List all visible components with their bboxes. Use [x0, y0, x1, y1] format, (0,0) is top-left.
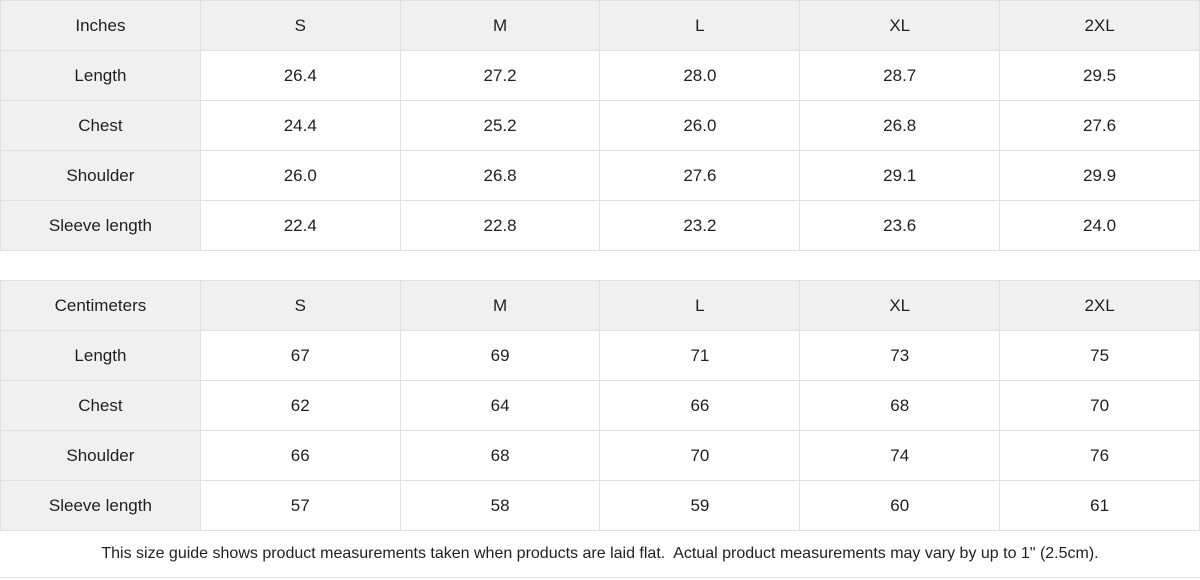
size-col-header: XL — [799, 0, 1001, 51]
size-cell: 24.0 — [999, 200, 1200, 251]
size-cell: 76 — [999, 430, 1200, 481]
row-label: Length — [0, 50, 201, 101]
table-row: Shoulder 66 68 70 74 76 — [0, 430, 1200, 481]
size-cell: 29.1 — [799, 150, 1001, 201]
size-table-inches: Inches S M L XL 2XL Length 26.4 27.2 28.… — [0, 0, 1200, 251]
table-row: Sleeve length 22.4 22.8 23.2 23.6 24.0 — [0, 200, 1200, 251]
size-col-header: 2XL — [999, 0, 1200, 51]
table-header-row: Centimeters S M L XL 2XL — [0, 280, 1200, 331]
size-cell: 59 — [599, 480, 801, 531]
table-gap — [0, 251, 1200, 280]
size-cell: 26.8 — [799, 100, 1001, 151]
size-col-header: M — [399, 0, 601, 51]
size-cell: 29.9 — [999, 150, 1200, 201]
size-col-header: S — [199, 0, 401, 51]
table-row: Shoulder 26.0 26.8 27.6 29.1 29.9 — [0, 150, 1200, 201]
row-label: Length — [0, 330, 201, 381]
size-cell: 62 — [199, 380, 401, 431]
size-cell: 29.5 — [999, 50, 1200, 101]
size-cell: 28.0 — [599, 50, 801, 101]
size-cell: 24.4 — [199, 100, 401, 151]
size-cell: 70 — [599, 430, 801, 481]
size-cell: 26.4 — [199, 50, 401, 101]
size-cell: 71 — [599, 330, 801, 381]
size-table-centimeters: Centimeters S M L XL 2XL Length 67 69 71… — [0, 280, 1200, 531]
size-cell: 74 — [799, 430, 1001, 481]
row-label: Chest — [0, 380, 201, 431]
size-cell: 66 — [199, 430, 401, 481]
table-header-row: Inches S M L XL 2XL — [0, 0, 1200, 51]
size-cell: 27.6 — [999, 100, 1200, 151]
size-cell: 64 — [399, 380, 601, 431]
size-cell: 66 — [599, 380, 801, 431]
table-row: Chest 24.4 25.2 26.0 26.8 27.6 — [0, 100, 1200, 151]
size-cell: 23.2 — [599, 200, 801, 251]
size-cell: 27.6 — [599, 150, 801, 201]
size-cell: 28.7 — [799, 50, 1001, 101]
size-cell: 22.4 — [199, 200, 401, 251]
size-cell: 27.2 — [399, 50, 601, 101]
size-cell: 26.0 — [599, 100, 801, 151]
table-row: Sleeve length 57 58 59 60 61 — [0, 480, 1200, 531]
row-label: Sleeve length — [0, 200, 201, 251]
row-label: Shoulder — [0, 150, 201, 201]
size-col-header: XL — [799, 280, 1001, 331]
size-cell: 68 — [799, 380, 1001, 431]
table-row: Length 67 69 71 73 75 — [0, 330, 1200, 381]
size-col-header: S — [199, 280, 401, 331]
size-cell: 61 — [999, 480, 1200, 531]
size-col-header: L — [599, 280, 801, 331]
size-cell: 22.8 — [399, 200, 601, 251]
size-col-header: L — [599, 0, 801, 51]
row-label: Shoulder — [0, 430, 201, 481]
size-cell: 25.2 — [399, 100, 601, 151]
unit-header: Inches — [0, 0, 201, 51]
size-cell: 26.0 — [199, 150, 401, 201]
table-row: Length 26.4 27.2 28.0 28.7 29.5 — [0, 50, 1200, 101]
table-row: Chest 62 64 66 68 70 — [0, 380, 1200, 431]
size-cell: 57 — [199, 480, 401, 531]
size-cell: 26.8 — [399, 150, 601, 201]
size-cell: 58 — [399, 480, 601, 531]
size-cell: 75 — [999, 330, 1200, 381]
size-cell: 60 — [799, 480, 1001, 531]
size-cell: 23.6 — [799, 200, 1001, 251]
size-col-header: 2XL — [999, 280, 1200, 331]
row-label: Sleeve length — [0, 480, 201, 531]
size-col-header: M — [399, 280, 601, 331]
row-label: Chest — [0, 100, 201, 151]
size-cell: 73 — [799, 330, 1001, 381]
size-cell: 69 — [399, 330, 601, 381]
size-cell: 67 — [199, 330, 401, 381]
size-cell: 68 — [399, 430, 601, 481]
size-guide-footnote: This size guide shows product measuremen… — [0, 531, 1200, 578]
unit-header: Centimeters — [0, 280, 201, 331]
size-cell: 70 — [999, 380, 1200, 431]
